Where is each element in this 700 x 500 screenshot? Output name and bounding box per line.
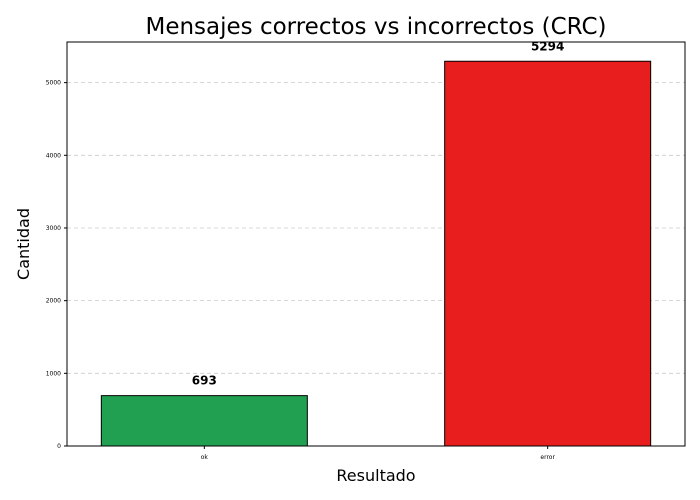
bar-error (444, 60, 652, 447)
y-tick-label: 2000 (46, 298, 61, 305)
plot-frame (66, 41, 686, 447)
x-tick-label: error (540, 454, 555, 461)
y-tick-label: 0 (57, 443, 61, 450)
data-label-ok: 693 (192, 374, 217, 388)
y-tick-label: 4000 (46, 152, 61, 159)
y-tick-label: 3000 (46, 225, 61, 232)
x-tick-label: ok (201, 454, 209, 461)
bars (100, 60, 652, 447)
x-axis-label: Resultado (336, 466, 415, 485)
y-axis-label: Cantidad (14, 208, 33, 280)
data-labels: 693 5294 (192, 39, 565, 387)
y-tick-label: 1000 (46, 370, 61, 377)
chart-title: Mensajes correctos vs incorrectos (CRC) (145, 14, 606, 40)
bar-ok (100, 395, 308, 447)
axis-ticks: 0 1000 2000 3000 4000 5000 ok error (46, 80, 556, 461)
data-label-error: 5294 (531, 39, 564, 53)
y-tick-label: 5000 (46, 80, 61, 87)
